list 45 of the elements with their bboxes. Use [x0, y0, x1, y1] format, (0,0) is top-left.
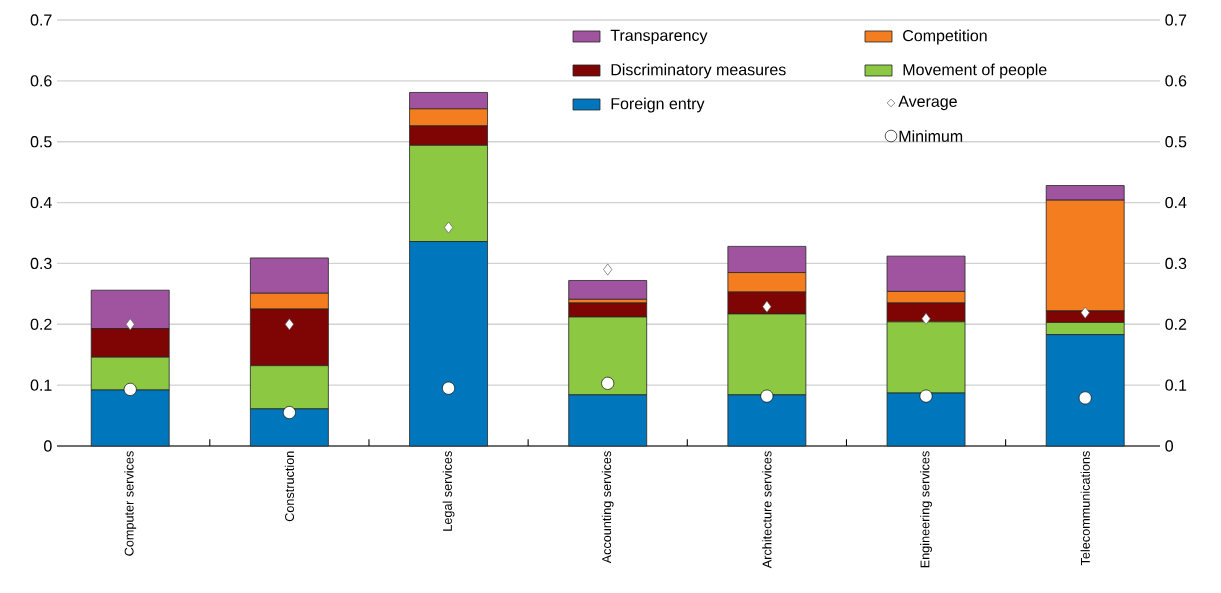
- x-tick-label: Telecommunications: [1080, 451, 1090, 566]
- y2-tick-label: 0.1: [1165, 379, 1187, 391]
- legend-label: Foreign entry: [611, 97, 705, 113]
- y2-tick-label: 0: [1165, 440, 1174, 452]
- point: [1078, 391, 1092, 405]
- y-tick-label: 0: [44, 440, 52, 452]
- point: [282, 406, 296, 419]
- x-tick-label: Engineering services: [920, 451, 932, 568]
- x-tick-label: Construction: [284, 451, 295, 522]
- point: [603, 263, 613, 276]
- point: [442, 381, 456, 395]
- y-tick-label: 0.7: [30, 14, 52, 26]
- y2-tick-label: 0.3: [1165, 257, 1187, 270]
- legend-label: Discriminatory measures: [611, 63, 786, 79]
- bar: [568, 280, 648, 300]
- y2-tick-label: 0.6: [1165, 75, 1187, 87]
- legend-label: Competition: [903, 29, 987, 45]
- y-tick-label: 0.4: [30, 196, 52, 209]
- y-tick-label: 0.5: [30, 136, 52, 148]
- legend-label: Movement of people: [903, 63, 1047, 79]
- point: [921, 312, 931, 325]
- y2-tick-label: 0.5: [1165, 136, 1187, 148]
- x-tick-label: Architecture services: [762, 451, 772, 569]
- y-tick-label: 0.3: [30, 257, 52, 270]
- y2-tick-label: 0.4: [1165, 196, 1187, 209]
- point: [919, 389, 933, 403]
- point: [1080, 306, 1090, 319]
- legend-label: Average: [898, 95, 957, 111]
- y2-tick-label: 0.7: [1165, 14, 1187, 26]
- point: [123, 382, 137, 396]
- y-tick-label: 0.2: [30, 318, 52, 330]
- point: [284, 318, 294, 331]
- legend-label: Minimum: [899, 130, 963, 142]
- y2-tick-label: 0.2: [1165, 318, 1187, 330]
- point: [762, 300, 772, 313]
- point: [125, 318, 135, 331]
- x-tick-label: Legal services: [442, 451, 455, 531]
- y-tick-label: 0.1: [30, 379, 52, 391]
- legend-label: Transparency: [610, 29, 708, 45]
- y-tick-label: 0.6: [30, 75, 52, 87]
- point: [444, 221, 454, 234]
- x-tick-label: Computer services: [124, 451, 137, 556]
- point: [601, 376, 615, 390]
- x-tick-label: Accounting services: [601, 451, 614, 564]
- point: [760, 389, 774, 403]
